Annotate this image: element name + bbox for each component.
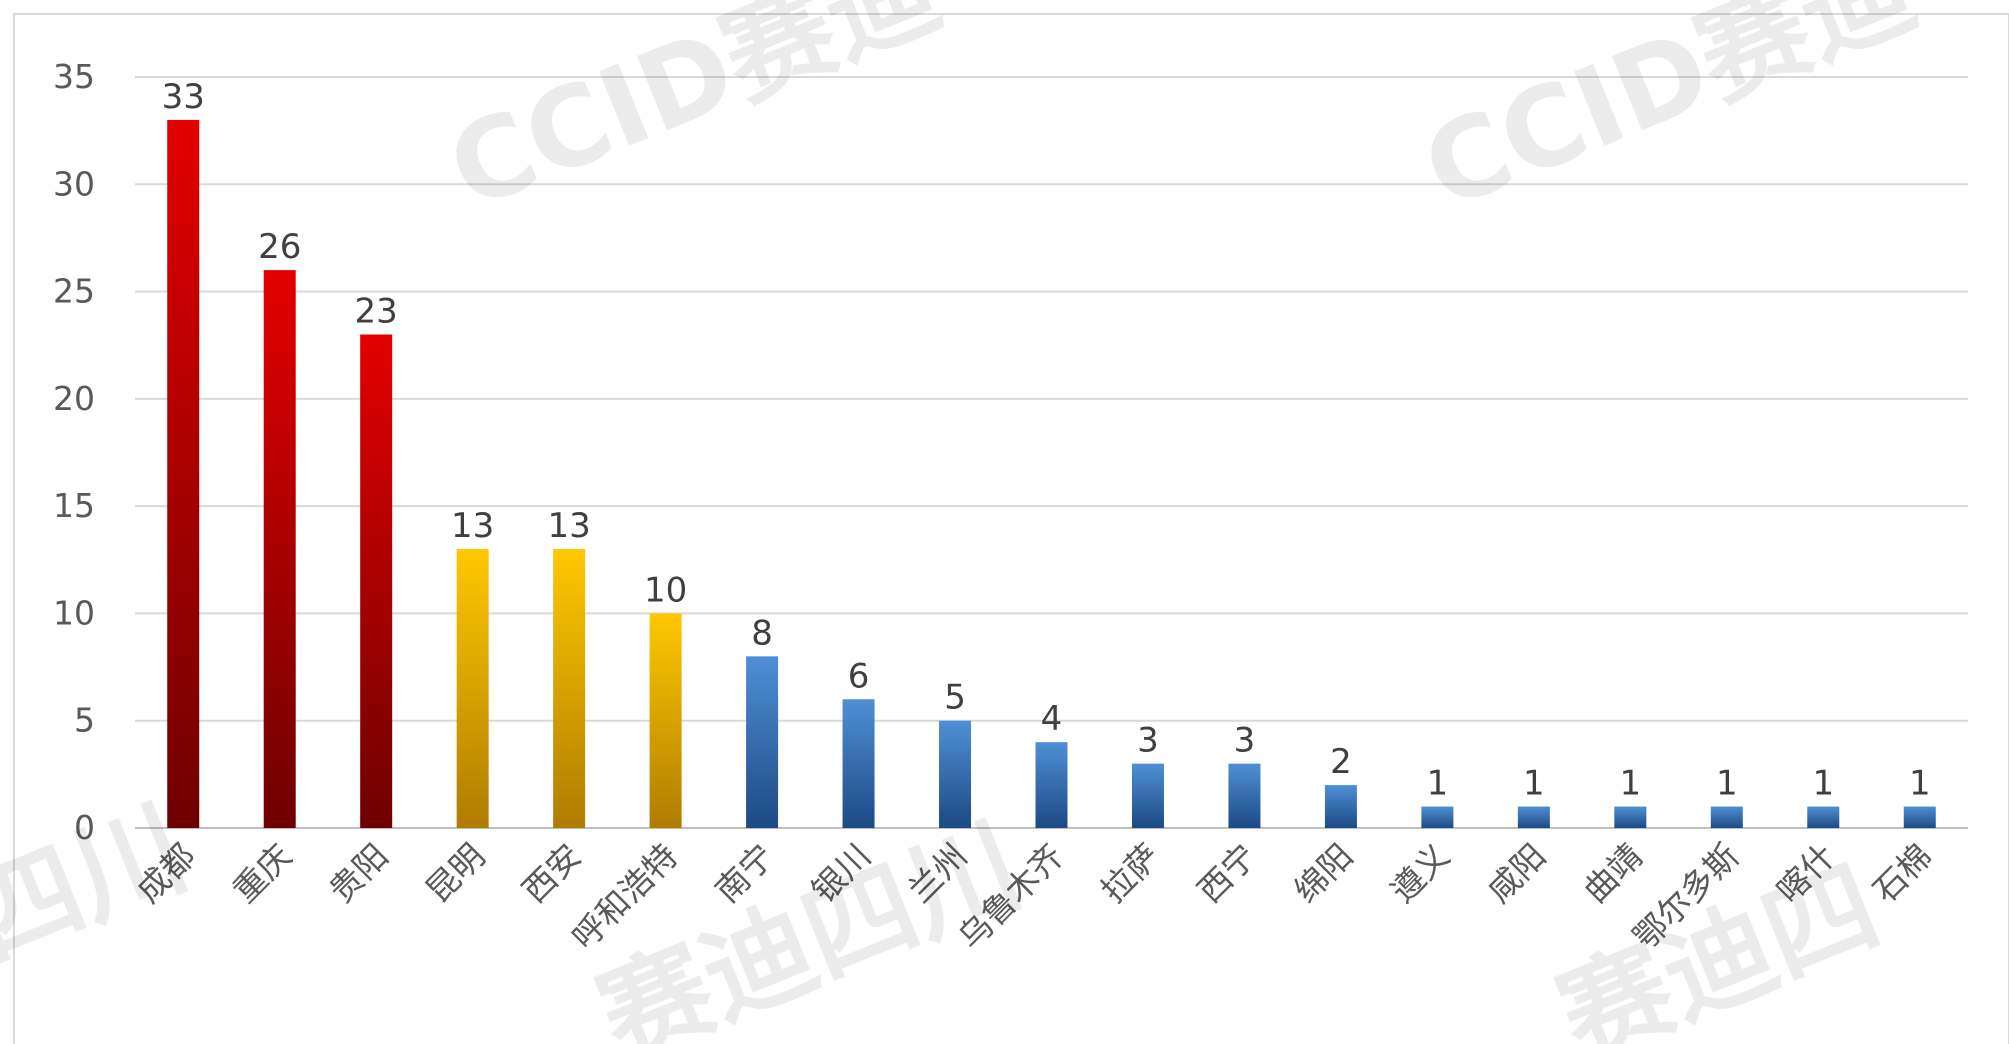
bar xyxy=(1228,763,1261,828)
bar xyxy=(1324,785,1357,828)
bars xyxy=(167,119,1936,829)
watermark-saidi-sichuan-mid: 赛迪四川 xyxy=(582,801,1038,1044)
category-label: 重庆 xyxy=(225,836,299,910)
y-tick-label: 20 xyxy=(53,379,95,418)
category-label: 贵阳 xyxy=(322,836,396,910)
data-label: 10 xyxy=(644,570,687,610)
data-label: 1 xyxy=(1812,764,1834,804)
data-label: 1 xyxy=(1716,764,1738,804)
data-label: 3 xyxy=(1234,721,1256,761)
y-tick-label: 15 xyxy=(53,486,95,525)
data-label: 1 xyxy=(1909,764,1931,804)
y-tick-label: 5 xyxy=(74,701,95,740)
data-label: 13 xyxy=(547,506,590,546)
data-label: 1 xyxy=(1427,764,1449,804)
data-label: 13 xyxy=(451,506,494,546)
category-label: 绵阳 xyxy=(1286,836,1360,910)
chart-frame xyxy=(13,13,2009,1044)
y-tick-label: 35 xyxy=(53,57,95,96)
data-label: 5 xyxy=(944,678,966,718)
watermark-ccid-1: CCID赛迪 xyxy=(432,0,956,234)
y-tick-label: 0 xyxy=(74,808,95,847)
category-label: 西安 xyxy=(515,836,589,910)
bar xyxy=(1903,806,1936,828)
data-label: 6 xyxy=(848,656,870,696)
watermark-ccid-2: CCID赛迪 xyxy=(1407,0,1931,234)
category-label: 西宁 xyxy=(1190,836,1264,910)
data-label: 3 xyxy=(1137,721,1159,761)
y-tick-label: 30 xyxy=(53,164,95,203)
bar xyxy=(456,549,489,828)
data-label: 1 xyxy=(1523,764,1545,804)
data-label: 26 xyxy=(258,227,301,267)
data-label: 2 xyxy=(1330,742,1352,782)
category-label: 昆明 xyxy=(418,836,492,910)
bar xyxy=(649,613,682,828)
data-label: 23 xyxy=(355,291,398,331)
y-axis-tick-labels: 0 5 10 15 20 25 30 35 xyxy=(53,57,95,847)
bar xyxy=(553,549,586,828)
data-label: 4 xyxy=(1041,699,1063,739)
data-label: 1 xyxy=(1620,764,1642,804)
bar xyxy=(167,119,200,828)
data-label: 8 xyxy=(751,613,773,653)
category-label: 拉萨 xyxy=(1093,836,1167,910)
bar xyxy=(263,270,296,829)
bar xyxy=(842,699,875,828)
bar xyxy=(1807,806,1840,828)
category-label: 石棉 xyxy=(1865,836,1939,910)
category-label: 遵义 xyxy=(1383,836,1457,910)
bar xyxy=(939,720,972,828)
y-tick-label: 25 xyxy=(53,272,95,311)
category-label: 曲靖 xyxy=(1576,836,1650,910)
bar xyxy=(360,334,393,828)
bar xyxy=(1421,806,1454,828)
category-label: 咸阳 xyxy=(1479,836,1553,910)
bar xyxy=(1131,763,1164,828)
data-label: 33 xyxy=(162,77,205,117)
bar xyxy=(746,656,779,828)
bar xyxy=(1035,742,1068,828)
bar xyxy=(1614,806,1647,828)
bar xyxy=(1517,806,1550,828)
y-tick-label: 10 xyxy=(53,593,95,632)
bar xyxy=(1710,806,1743,828)
